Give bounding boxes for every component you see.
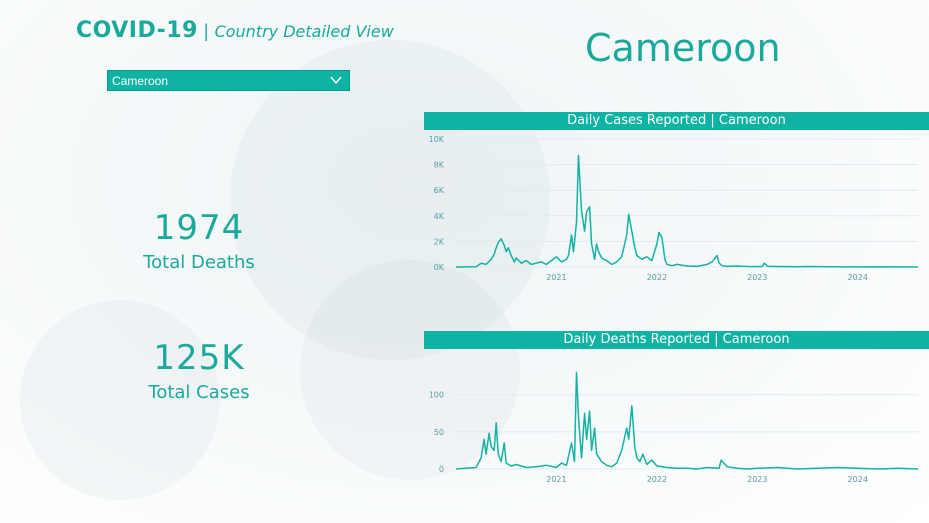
daily-cases-chart: 0K 2K 4K 6K 8K 10K 2021 2022 2023 2024 bbox=[429, 135, 919, 282]
background-shape bbox=[230, 40, 550, 360]
total-deaths-label: Total Deaths bbox=[143, 252, 255, 273]
y-tick-label: 50 bbox=[434, 428, 444, 437]
y-tick-label: 0K bbox=[434, 263, 445, 272]
x-tick-label: 2022 bbox=[647, 273, 667, 282]
chevron-down-icon[interactable] bbox=[329, 73, 343, 90]
y-tick-label: 100 bbox=[429, 391, 444, 400]
y-tick-label: 10K bbox=[429, 135, 445, 144]
title-separator: | bbox=[203, 21, 209, 41]
total-deaths-card: 1974 Total Deaths bbox=[90, 208, 308, 273]
x-tick-label: 2023 bbox=[747, 273, 767, 282]
total-cases-card: 125K Total Cases bbox=[90, 338, 308, 403]
country-dropdown[interactable]: Cameroon bbox=[107, 70, 350, 91]
total-cases-label: Total Cases bbox=[148, 382, 250, 403]
country-dropdown-value: Cameroon bbox=[112, 73, 169, 88]
x-tick-label: 2021 bbox=[546, 475, 566, 484]
background-shape bbox=[20, 300, 220, 500]
y-tick-label: 2K bbox=[434, 237, 445, 246]
y-tick-label: 8K bbox=[434, 161, 445, 170]
deaths-chart-title: Daily Deaths Reported | Cameroon bbox=[424, 331, 929, 349]
y-tick-label: 4K bbox=[434, 212, 445, 221]
total-cases-value: 125K bbox=[153, 338, 245, 378]
report-subtitle: Country Detailed View bbox=[214, 22, 394, 41]
x-tick-label: 2021 bbox=[546, 273, 566, 282]
y-tick-label: 6K bbox=[434, 186, 445, 195]
daily-deaths-chart: 0 50 100 2021 2022 2023 2024 bbox=[429, 371, 919, 484]
series-line bbox=[455, 154, 919, 268]
total-deaths-value: 1974 bbox=[153, 208, 245, 248]
series-line bbox=[455, 371, 919, 470]
x-tick-label: 2023 bbox=[747, 475, 767, 484]
report-header: COVID-19 | Country Detailed View bbox=[76, 18, 394, 43]
report-title: COVID-19 bbox=[76, 18, 198, 43]
cases-chart-title: Daily Cases Reported | Cameroon bbox=[424, 112, 929, 130]
x-tick-label: 2024 bbox=[848, 475, 868, 484]
y-tick-label: 0 bbox=[439, 465, 444, 474]
x-tick-label: 2022 bbox=[647, 475, 667, 484]
country-heading: Cameroon bbox=[585, 26, 781, 70]
x-tick-label: 2024 bbox=[848, 273, 868, 282]
